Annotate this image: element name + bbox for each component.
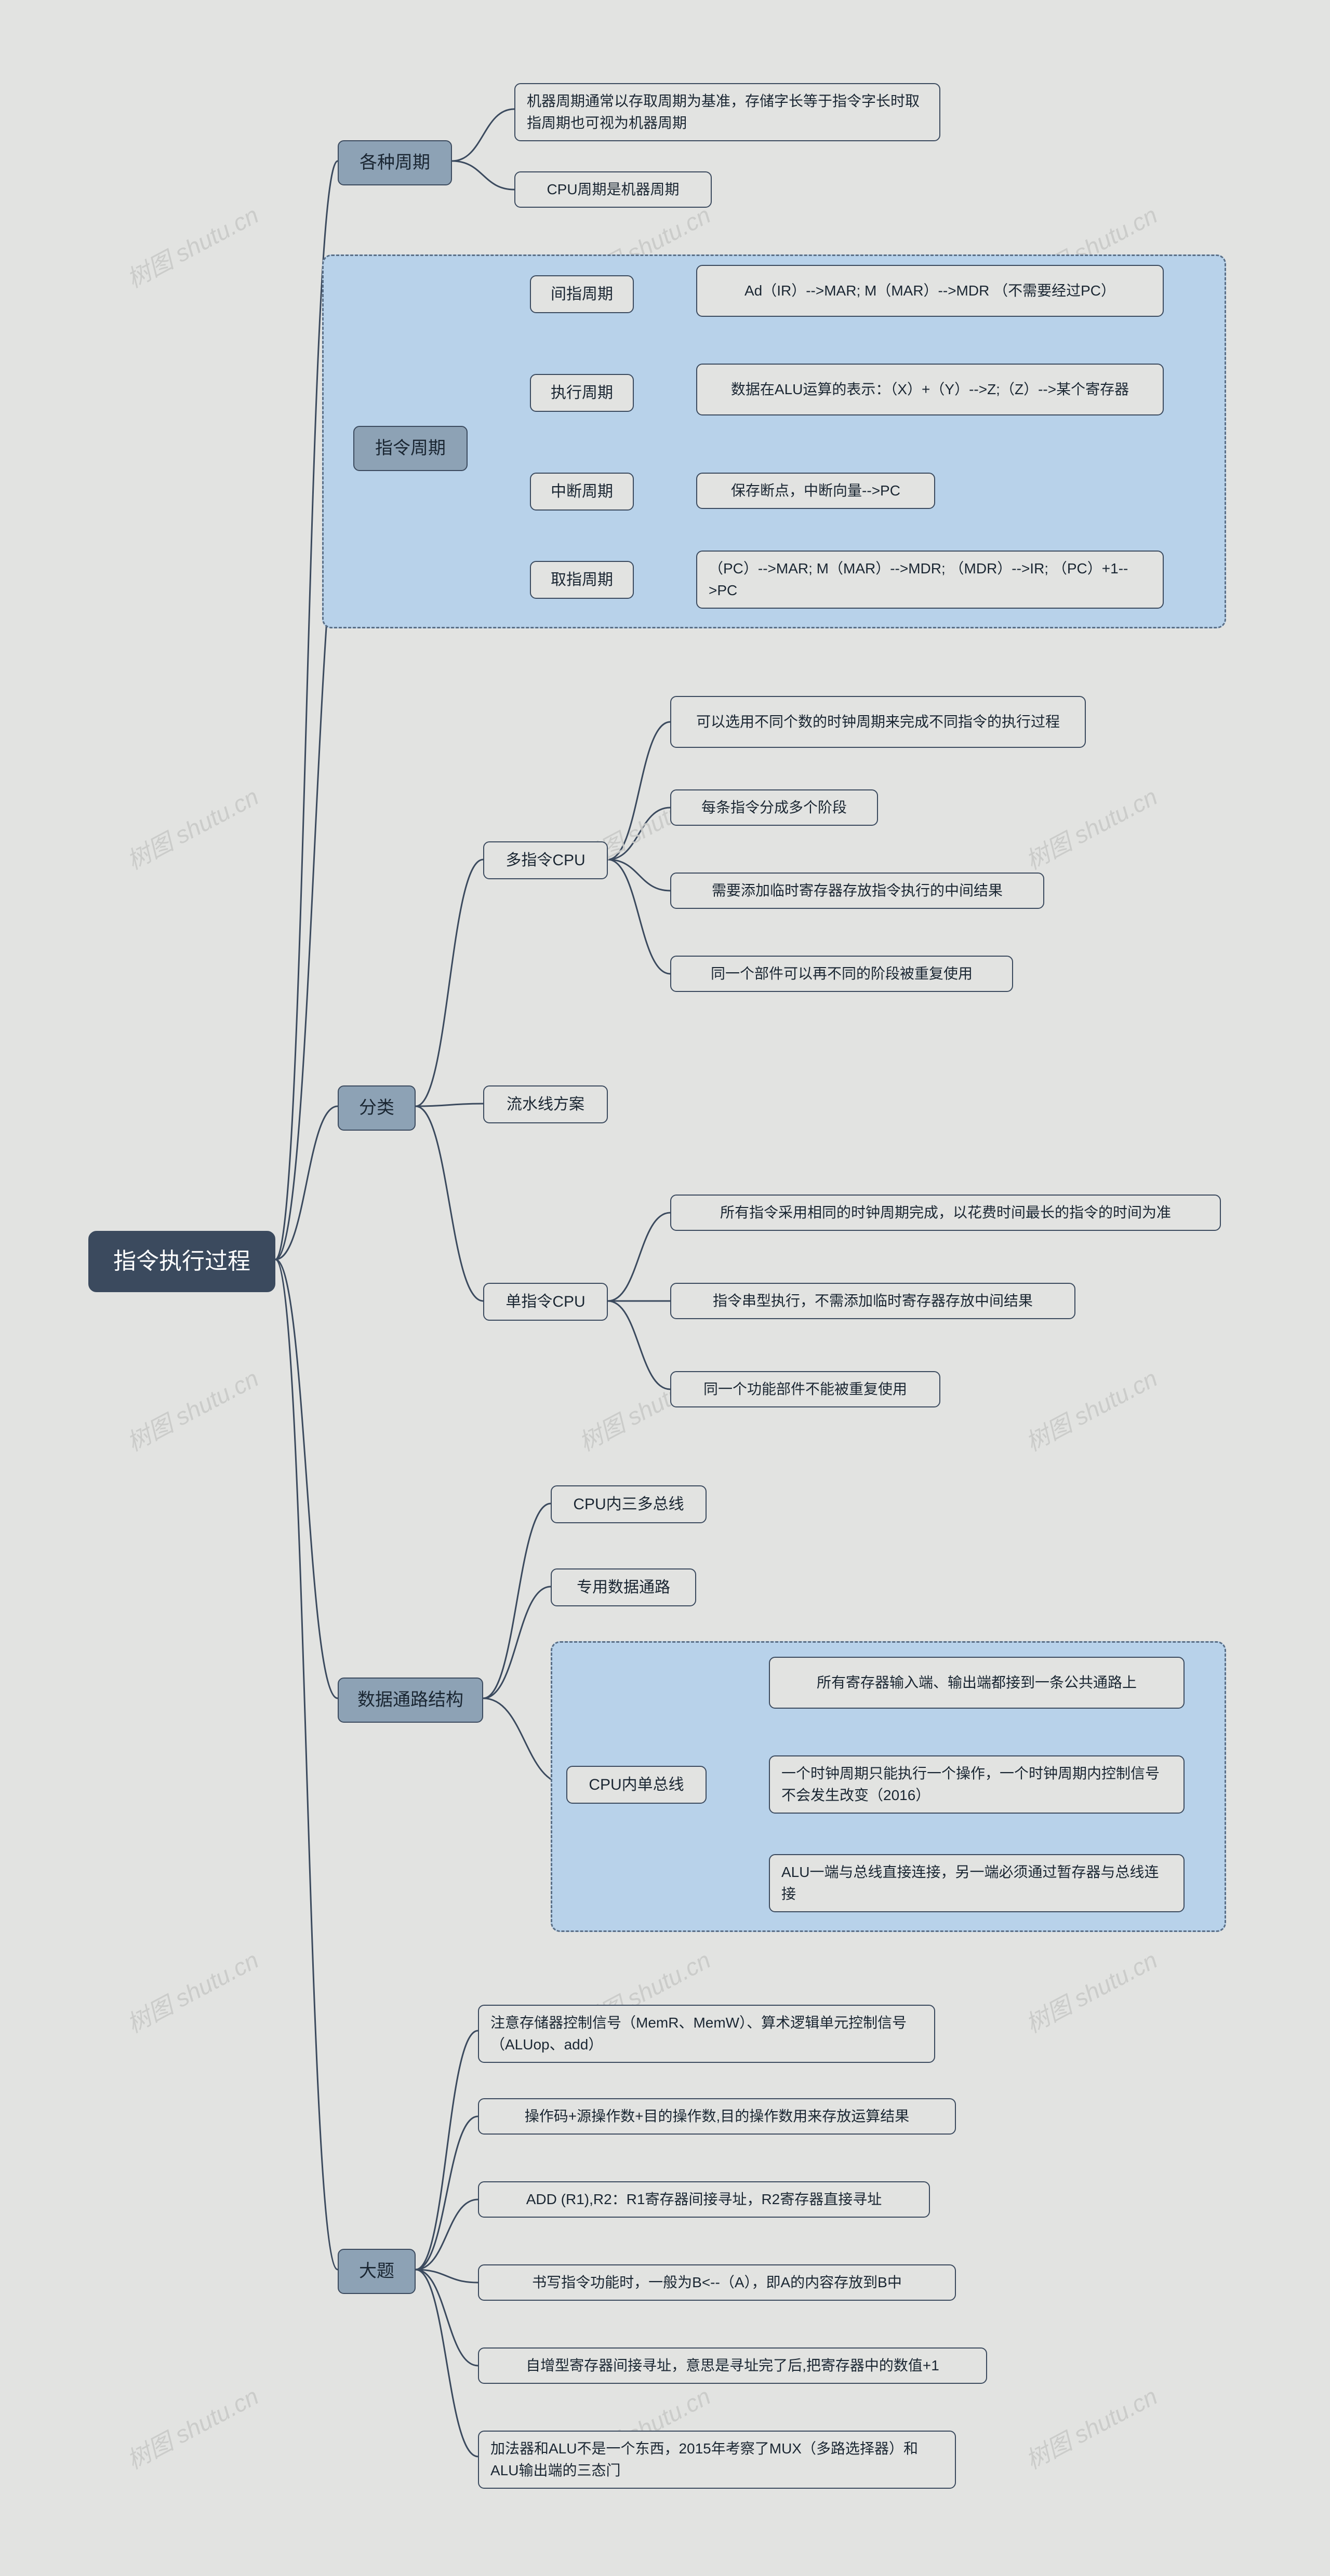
- node-b2c1[interactable]: 间指周期: [530, 275, 634, 313]
- node-b2c4[interactable]: 取指周期: [530, 561, 634, 599]
- node-b3c1a[interactable]: 可以选用不同个数的时钟周期来完成不同指令的执行过程: [670, 696, 1086, 748]
- node-label: ALU一端与总线直接连接，另一端必须通过暂存器与总线连接: [781, 1861, 1172, 1905]
- node-label: ADD (R1),R2：R1寄存器间接寻址，R2寄存器直接寻址: [526, 2189, 882, 2210]
- node-label: 保存断点，中断向量-->PC: [731, 480, 900, 502]
- node-b2c4a[interactable]: （PC）-->MAR; M（MAR）-->MDR; （MDR）-->IR; （P…: [696, 551, 1164, 609]
- node-label: 执行周期: [551, 381, 613, 405]
- node-label: 每条指令分成多个阶段: [701, 797, 847, 819]
- node-label: 中断周期: [551, 480, 613, 503]
- node-label: （PC）-->MAR; M（MAR）-->MDR; （MDR）-->IR; （P…: [709, 558, 1151, 601]
- node-label: 机器周期通常以存取周期为基准，存储字长等于指令字长时取指周期也可视为机器周期: [527, 90, 928, 134]
- node-b3c3c[interactable]: 同一个功能部件不能被重复使用: [670, 1371, 940, 1407]
- node-label: 同一个功能部件不能被重复使用: [703, 1378, 907, 1400]
- node-b5c3[interactable]: ADD (R1),R2：R1寄存器间接寻址，R2寄存器直接寻址: [478, 2181, 930, 2218]
- node-label: CPU周期是机器周期: [547, 179, 679, 200]
- node-b4c3b[interactable]: 一个时钟周期只能执行一个操作，一个时钟周期内控制信号不会发生改变（2016）: [769, 1755, 1185, 1814]
- node-label: 所有寄存器输入端、输出端都接到一条公共通路上: [817, 1672, 1137, 1694]
- mindmap-canvas: 树图 shutu.cn 树图 shutu.cn 树图 shutu.cn 树图 shut…: [0, 0, 1330, 2576]
- node-b3c1c[interactable]: 需要添加临时寄存器存放指令执行的中间结果: [670, 873, 1044, 909]
- node-b4c3[interactable]: CPU内单总线: [566, 1766, 707, 1804]
- node-label: 专用数据通路: [577, 1576, 670, 1599]
- node-b2c3[interactable]: 中断周期: [530, 473, 634, 511]
- watermark: 树图 shutu.cn: [120, 2378, 264, 2476]
- node-label: 可以选用不同个数的时钟周期来完成不同指令的执行过程: [696, 711, 1060, 733]
- node-label: 间指周期: [551, 283, 613, 306]
- node-label: 取指周期: [551, 568, 613, 592]
- node-b3c3a[interactable]: 所有指令采用相同的时钟周期完成，以花费时间最长的指令的时间为准: [670, 1195, 1221, 1231]
- node-b2c1a[interactable]: Ad（IR）-->MAR; M（MAR）-->MDR （不需要经过PC）: [696, 265, 1164, 317]
- watermark: 树图 shutu.cn: [120, 1941, 264, 2040]
- node-b2c2[interactable]: 执行周期: [530, 374, 634, 412]
- node-b1[interactable]: 各种周期: [338, 140, 452, 185]
- node-label: CPU内单总线: [589, 1773, 684, 1796]
- node-label: 注意存储器控制信号（MemR、MemW）、算术逻辑单元控制信号（ALUop、ad…: [490, 2012, 923, 2056]
- node-b3c1d[interactable]: 同一个部件可以再不同的阶段被重复使用: [670, 956, 1013, 992]
- node-label: CPU内三多总线: [573, 1493, 684, 1516]
- node-root[interactable]: 指令执行过程: [88, 1231, 275, 1292]
- node-label: 各种周期: [360, 150, 430, 176]
- node-label: 加法器和ALU不是一个东西，2015年考察了MUX（多路选择器）和ALU输出端的…: [490, 2438, 943, 2481]
- node-b3c1b[interactable]: 每条指令分成多个阶段: [670, 789, 878, 826]
- node-label: 流水线方案: [507, 1093, 584, 1116]
- node-b1c2[interactable]: CPU周期是机器周期: [514, 171, 712, 208]
- watermark: 树图 shutu.cn: [120, 196, 264, 294]
- node-b3c3b[interactable]: 指令串型执行，不需添加临时寄存器存放中间结果: [670, 1283, 1075, 1319]
- node-b2c2a[interactable]: 数据在ALU运算的表示：（X）+（Y）-->Z;（Z）-->某个寄存器: [696, 364, 1164, 415]
- node-b5c2[interactable]: 操作码+源操作数+目的操作数,目的操作数用来存放运算结果: [478, 2098, 956, 2135]
- watermark: 树图 shutu.cn: [120, 778, 264, 876]
- node-label: 分类: [359, 1095, 394, 1121]
- watermark: 树图 shutu.cn: [120, 1360, 264, 1458]
- node-b1c1[interactable]: 机器周期通常以存取周期为基准，存储字长等于指令字长时取指周期也可视为机器周期: [514, 83, 940, 141]
- node-label: 指令串型执行，不需添加临时寄存器存放中间结果: [713, 1290, 1033, 1312]
- node-b4c3c[interactable]: ALU一端与总线直接连接，另一端必须通过暂存器与总线连接: [769, 1854, 1185, 1912]
- node-b3c2[interactable]: 流水线方案: [483, 1085, 608, 1123]
- node-b5c1[interactable]: 注意存储器控制信号（MemR、MemW）、算术逻辑单元控制信号（ALUop、ad…: [478, 2005, 935, 2063]
- node-b5c5[interactable]: 自增型寄存器间接寻址，意思是寻址完了后,把寄存器中的数值+1: [478, 2347, 987, 2384]
- node-label: 操作码+源操作数+目的操作数,目的操作数用来存放运算结果: [525, 2105, 910, 2127]
- node-label: 数据在ALU运算的表示：（X）+（Y）-->Z;（Z）-->某个寄存器: [731, 379, 1129, 400]
- node-b5[interactable]: 大题: [338, 2249, 416, 2294]
- watermark: 树图 shutu.cn: [1019, 778, 1163, 876]
- node-b3[interactable]: 分类: [338, 1085, 416, 1131]
- watermark: 树图 shutu.cn: [1019, 2378, 1163, 2476]
- node-b3c3[interactable]: 单指令CPU: [483, 1283, 608, 1321]
- node-label: 同一个部件可以再不同的阶段被重复使用: [711, 963, 973, 985]
- node-b3c1[interactable]: 多指令CPU: [483, 841, 608, 879]
- node-b5c6[interactable]: 加法器和ALU不是一个东西，2015年考察了MUX（多路选择器）和ALU输出端的…: [478, 2431, 956, 2489]
- node-label: 单指令CPU: [506, 1290, 585, 1313]
- node-b2[interactable]: 指令周期: [353, 426, 468, 471]
- node-label: 指令执行过程: [113, 1244, 250, 1279]
- node-label: 书写指令功能时，一般为B<--（A），即A的内容存放到B中: [532, 2272, 902, 2293]
- node-b5c4[interactable]: 书写指令功能时，一般为B<--（A），即A的内容存放到B中: [478, 2264, 956, 2301]
- node-label: Ad（IR）-->MAR; M（MAR）-->MDR （不需要经过PC）: [744, 280, 1115, 302]
- node-b4c3a[interactable]: 所有寄存器输入端、输出端都接到一条公共通路上: [769, 1657, 1185, 1709]
- node-label: 数据通路结构: [357, 1687, 463, 1713]
- watermark: 树图 shutu.cn: [1019, 1941, 1163, 2040]
- node-label: 指令周期: [375, 435, 446, 462]
- watermark: 树图 shutu.cn: [1019, 1360, 1163, 1458]
- node-label: 需要添加临时寄存器存放指令执行的中间结果: [712, 880, 1003, 902]
- node-b4[interactable]: 数据通路结构: [338, 1678, 483, 1723]
- node-b4c1[interactable]: CPU内三多总线: [551, 1485, 707, 1523]
- node-label: 一个时钟周期只能执行一个操作，一个时钟周期内控制信号不会发生改变（2016）: [781, 1763, 1172, 1806]
- node-label: 多指令CPU: [506, 849, 585, 872]
- node-b4c2[interactable]: 专用数据通路: [551, 1568, 696, 1606]
- node-b2c3a[interactable]: 保存断点，中断向量-->PC: [696, 473, 935, 509]
- node-label: 自增型寄存器间接寻址，意思是寻址完了后,把寄存器中的数值+1: [526, 2355, 939, 2377]
- node-label: 大题: [359, 2258, 394, 2285]
- node-label: 所有指令采用相同的时钟周期完成，以花费时间最长的指令的时间为准: [720, 1202, 1171, 1224]
